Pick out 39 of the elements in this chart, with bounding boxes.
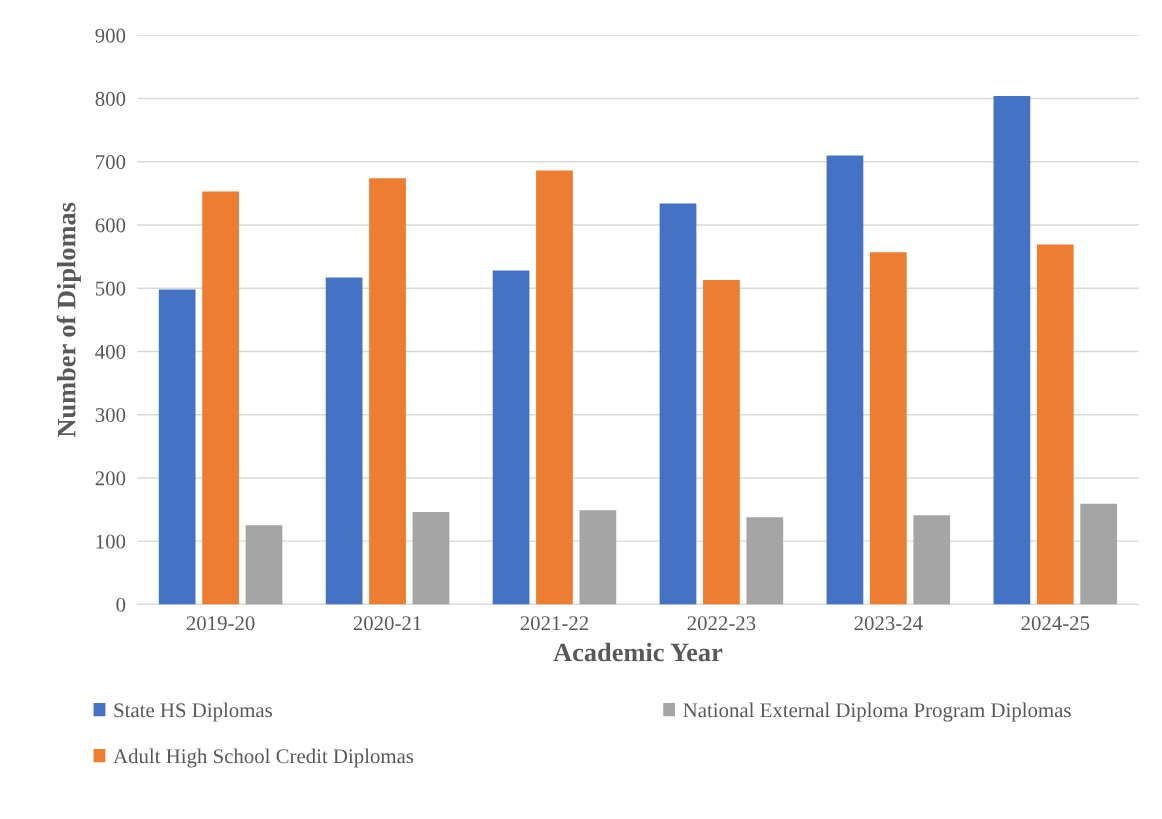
bar <box>325 277 363 605</box>
x-tick-label: 2021-22 <box>520 616 589 631</box>
y-tick-label: 300 <box>95 408 126 423</box>
bar <box>579 510 617 605</box>
y-tick-label: 0 <box>116 597 126 612</box>
bar <box>1080 503 1118 605</box>
y-tick-label: 600 <box>95 218 126 233</box>
legend-label: Adult High School Credit Diplomas <box>113 748 414 768</box>
bar <box>913 515 951 605</box>
x-tick-label: 2022-23 <box>687 616 756 631</box>
bar <box>536 170 573 605</box>
y-tick-label: 800 <box>95 91 126 106</box>
y-tick-label: 100 <box>96 534 126 549</box>
bar <box>202 191 239 605</box>
y-tick-label: 500 <box>95 281 126 296</box>
x-tick-label: 2023-24 <box>854 616 923 631</box>
bar <box>659 203 697 605</box>
x-axis-title: Academic Year <box>553 642 723 662</box>
bar <box>369 178 406 605</box>
x-tick-label: 2024-25 <box>1021 616 1090 631</box>
bar <box>412 512 450 605</box>
bar <box>826 155 864 605</box>
bar <box>245 525 283 605</box>
bar <box>993 95 1031 605</box>
y-tick-label: 400 <box>95 344 126 359</box>
bar <box>158 289 196 605</box>
x-tick-label: 2019-20 <box>186 616 255 631</box>
bar <box>1036 244 1074 605</box>
bar <box>869 252 907 605</box>
bar <box>492 270 530 605</box>
legend-label: State HS Diplomas <box>114 702 272 722</box>
y-tick-label: 200 <box>95 471 126 486</box>
bar <box>746 517 784 605</box>
y-tick-label: 700 <box>96 155 126 170</box>
legend-label: National External Diploma Program Diplomas <box>683 702 1071 722</box>
y-tick-label: 900 <box>95 28 126 43</box>
bar <box>703 279 740 605</box>
x-tick-label: 2020-21 <box>353 616 421 631</box>
y-axis-title: Number of Diplomas <box>56 202 81 438</box>
